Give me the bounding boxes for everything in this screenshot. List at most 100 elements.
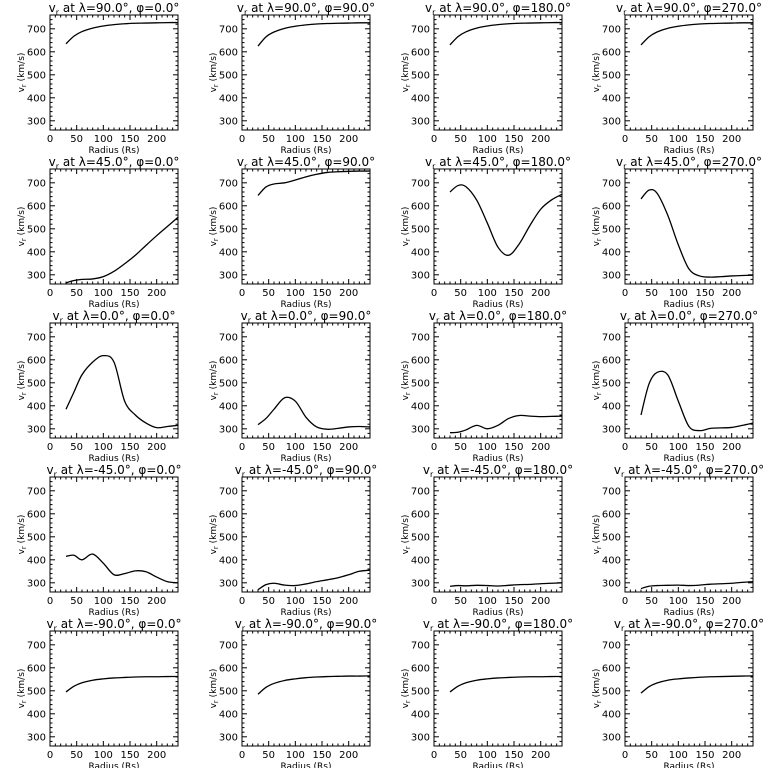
- y-tick-label: 700: [411, 24, 430, 35]
- y-tick-label: 400: [27, 401, 46, 412]
- plot-frame: [49, 14, 179, 131]
- series-line: [640, 675, 754, 694]
- x-tick-label: 50: [262, 750, 275, 761]
- y-tick-label: 300: [27, 732, 46, 743]
- y-axis-label: vr (km/s): [17, 361, 28, 401]
- plot-frame: [624, 168, 754, 285]
- y-axis-label: vr (km/s): [592, 53, 603, 93]
- x-tick-label: 100: [94, 596, 113, 607]
- y-tick-label: 400: [27, 555, 46, 566]
- y-tick-label: 400: [219, 247, 238, 258]
- y-tick-label: 300: [219, 424, 238, 435]
- plot-frame: [433, 14, 563, 131]
- x-axis-label: Radius (Rs): [472, 608, 523, 618]
- series-line: [640, 188, 754, 278]
- panel-title: vr at λ=0.0°, φ=270.0°: [620, 309, 758, 325]
- x-tick-label: 150: [695, 442, 714, 453]
- y-tick-label: 600: [602, 663, 621, 674]
- plot-panel: vr at λ=0.0°, φ=180.0° 0 50 100 150 200 300 400…: [401, 309, 567, 464]
- y-tick-label: 500: [27, 686, 46, 697]
- x-tick-label: 50: [454, 596, 467, 607]
- plot-panel: vr at λ=45.0°, φ=90.0° 0 50 100 150 200 300 400…: [209, 155, 375, 310]
- x-tick-label: 150: [120, 134, 139, 145]
- plot-frame: [624, 630, 754, 747]
- y-axis-label: vr (km/s): [209, 53, 220, 93]
- x-tick-label: 200: [531, 442, 550, 453]
- y-tick-label: 400: [602, 401, 621, 412]
- y-axis-label: vr (km/s): [17, 669, 28, 709]
- x-axis-label: Radius (Rs): [88, 146, 139, 156]
- y-tick-label: 600: [602, 47, 621, 58]
- y-tick-label: 300: [411, 578, 430, 589]
- plot-panel: vr at λ=-45.0°, φ=270.0° 0 50 100 150 200 300 4…: [592, 463, 764, 618]
- y-tick-label: 500: [602, 686, 621, 697]
- plot-panel: vr at λ=90.0°, φ=270.0° 0 50 100 150 200 300 40…: [592, 1, 762, 156]
- x-tick-label: 200: [339, 288, 358, 299]
- x-tick-label: 100: [286, 288, 305, 299]
- x-tick-label: 0: [622, 134, 628, 145]
- y-tick-label: 600: [602, 355, 621, 366]
- x-tick-label: 0: [47, 134, 53, 145]
- y-tick-label: 600: [602, 509, 621, 520]
- panel-title: vr at λ=0.0°, φ=0.0°: [52, 309, 175, 325]
- y-tick-label: 600: [27, 663, 46, 674]
- series-line: [640, 22, 754, 46]
- x-tick-label: 0: [622, 750, 628, 761]
- plot-panel: vr at λ=90.0°, φ=90.0° 0 50 100 150 200 300 400…: [209, 1, 375, 156]
- plot-panel: vr at λ=90.0°, φ=0.0° 0 50 100 150 200 300 400 5…: [17, 1, 179, 156]
- x-axis-label: Radius (Rs): [280, 608, 331, 618]
- x-tick-label: 150: [312, 596, 331, 607]
- series-line: [257, 569, 371, 591]
- series-line: [449, 675, 563, 693]
- x-axis-label: Radius (Rs): [663, 300, 714, 310]
- panel-title: vr at λ=-90.0°, φ=0.0°: [47, 617, 182, 633]
- x-tick-label: 50: [70, 596, 83, 607]
- x-tick-label: 100: [478, 288, 497, 299]
- y-tick-label: 400: [27, 709, 46, 720]
- panel-title: vr at λ=-45.0°, φ=180.0°: [423, 463, 573, 479]
- y-tick-label: 300: [27, 270, 46, 281]
- x-axis-label: Radius (Rs): [88, 454, 139, 464]
- y-tick-label: 300: [219, 578, 238, 589]
- panel-title: vr at λ=-90.0°, φ=270.0°: [614, 617, 764, 633]
- x-tick-label: 0: [47, 442, 53, 453]
- panel-title: vr at λ=90.0°, φ=180.0°: [425, 1, 571, 17]
- y-tick-label: 400: [602, 93, 621, 104]
- x-tick-label: 50: [454, 134, 467, 145]
- y-tick-label: 500: [602, 378, 621, 389]
- y-tick-label: 500: [27, 70, 46, 81]
- plot-frame: [241, 14, 371, 131]
- series-line: [257, 170, 371, 196]
- y-axis-label: vr (km/s): [401, 515, 412, 555]
- y-tick-label: 500: [219, 532, 238, 543]
- panel-title: vr at λ=-45.0°, φ=0.0°: [47, 463, 182, 479]
- x-tick-label: 0: [431, 134, 437, 145]
- x-tick-label: 0: [239, 442, 245, 453]
- series-line: [257, 396, 371, 430]
- series-line: [65, 675, 179, 693]
- y-tick-label: 600: [219, 663, 238, 674]
- x-tick-label: 150: [504, 442, 523, 453]
- x-tick-label: 0: [47, 596, 53, 607]
- x-axis-label: Radius (Rs): [88, 608, 139, 618]
- plot-frame: [49, 168, 179, 285]
- y-tick-label: 400: [219, 555, 238, 566]
- series-line: [449, 414, 563, 434]
- plot-panel: vr at λ=45.0°, φ=270.0° 0 50 100 150 200 300 40…: [592, 155, 762, 310]
- x-tick-label: 150: [504, 288, 523, 299]
- x-tick-label: 100: [478, 596, 497, 607]
- x-axis-label: Radius (Rs): [472, 146, 523, 156]
- y-tick-label: 400: [411, 247, 430, 258]
- y-axis-label: vr (km/s): [592, 361, 603, 401]
- y-tick-label: 700: [219, 486, 238, 497]
- x-tick-label: 100: [669, 134, 688, 145]
- x-tick-label: 0: [431, 442, 437, 453]
- y-tick-label: 700: [219, 640, 238, 651]
- y-axis-label: vr (km/s): [17, 515, 28, 555]
- panel-title: vr at λ=45.0°, φ=90.0°: [237, 155, 375, 171]
- x-axis-label: Radius (Rs): [472, 454, 523, 464]
- plot-frame: [49, 630, 179, 747]
- series-line: [449, 21, 563, 46]
- x-axis-label: Radius (Rs): [663, 762, 714, 768]
